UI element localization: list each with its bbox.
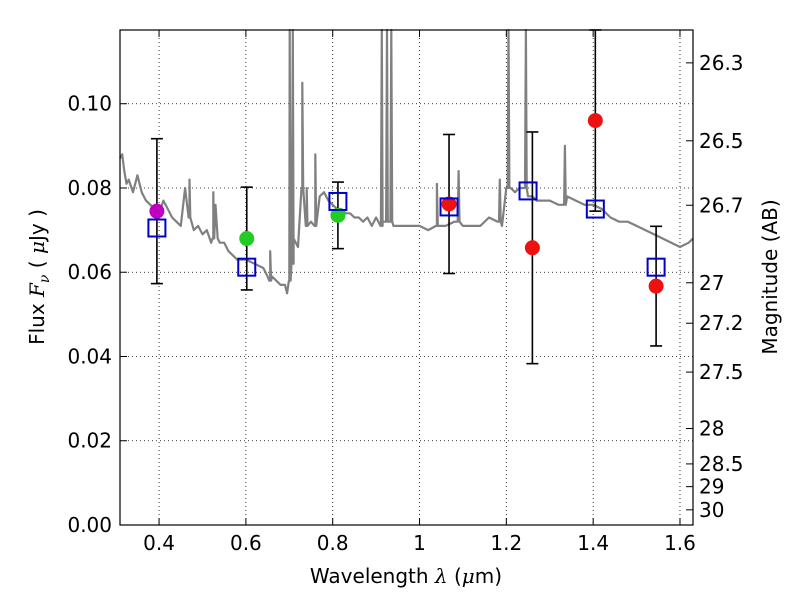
x-tick-label: 1.6 <box>664 531 696 555</box>
observed-point <box>239 231 255 247</box>
axes-ticks: 0.4 0.6 0.8 1 1.2 1.4 1.6 0.00 0.02 0.04 0.06 0.08 0… <box>67 30 744 555</box>
observed-point <box>441 196 457 212</box>
model-photometry-square <box>585 199 605 219</box>
x-tick-label: 0.6 <box>230 531 262 555</box>
y-tick-label: 0.00 <box>67 513 112 537</box>
y2-tick-label: 30 <box>699 498 724 522</box>
y2-tick-label: 27.5 <box>699 360 744 384</box>
x-tick-label: 1 <box>413 531 426 555</box>
y2-tick-label: 27.2 <box>699 311 744 335</box>
grid <box>120 30 693 526</box>
model-photometry-square <box>328 191 348 211</box>
model-photometry-square <box>147 218 167 238</box>
model-photometry-square <box>237 257 257 277</box>
observed-point <box>524 240 540 256</box>
model-photometry-square <box>439 197 459 217</box>
y2-tick-label: 26.5 <box>699 129 744 153</box>
plot-frame <box>119 29 694 526</box>
y2-axis-label: Magnitude (AB) <box>758 199 782 354</box>
y2-tick-label: 28 <box>699 417 724 441</box>
y-tick-label: 0.08 <box>67 176 112 200</box>
y2-tick-label: 26.3 <box>699 51 744 75</box>
y2-tick-label: 27 <box>699 271 724 295</box>
y2-tick-label: 26.7 <box>699 193 744 217</box>
observed-point <box>330 207 346 223</box>
y-tick-label: 0.04 <box>67 344 112 368</box>
y2-tick-label: 28.5 <box>699 452 744 476</box>
y-tick-label: 0.06 <box>67 260 112 284</box>
model-spectrum-line <box>119 28 694 295</box>
x-tick-label: 1.2 <box>490 531 522 555</box>
x-axis-label: Wavelength λ (μm) <box>310 564 502 588</box>
y2-tick-label: 29 <box>699 475 724 499</box>
model-photometry-square <box>518 181 538 201</box>
x-tick-label: 1.4 <box>577 531 609 555</box>
x-tick-label: 0.4 <box>143 531 175 555</box>
y-axis-label: Flux Fν ( μJy ) <box>25 209 53 345</box>
model-photometry-square <box>646 257 666 277</box>
observed-point <box>648 278 664 294</box>
y-tick-label: 0.02 <box>67 429 112 453</box>
observed-point <box>149 203 165 219</box>
y-tick-label: 0.10 <box>67 92 112 116</box>
observed-point <box>587 113 603 129</box>
x-tick-label: 0.8 <box>317 531 349 555</box>
